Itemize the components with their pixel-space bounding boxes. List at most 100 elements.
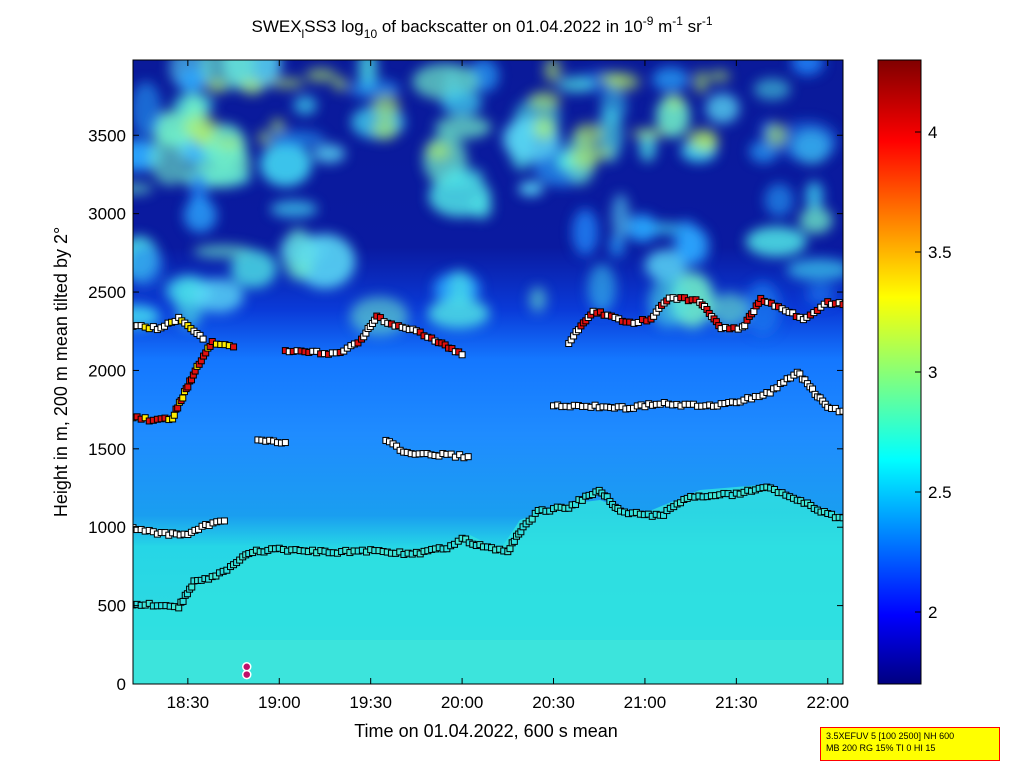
y-tick-label: 500 bbox=[98, 597, 126, 616]
y-axis-label: Height in m, 200 m mean tilted by 2° bbox=[51, 227, 71, 517]
backscatter-patch-high bbox=[597, 146, 612, 160]
backscatter-patch-high bbox=[193, 123, 212, 149]
backscatter-patch bbox=[749, 140, 779, 163]
backscatter-patch-high bbox=[708, 70, 731, 83]
x-axis: 18:30 19:00 19:30 20:00 20:30 21:00 21:30 22:00 bbox=[167, 60, 849, 712]
backscatter-patch bbox=[644, 249, 688, 282]
layer-marker bbox=[464, 453, 472, 461]
backscatter-patch bbox=[652, 67, 689, 92]
backscatter-patch bbox=[230, 249, 277, 288]
x-tick-label: 19:30 bbox=[349, 693, 392, 712]
layer-marker bbox=[179, 394, 187, 402]
y-tick-label: 3500 bbox=[88, 126, 126, 145]
layer-detections bbox=[133, 294, 843, 680]
layer-marker bbox=[789, 309, 797, 317]
layer-marker bbox=[393, 442, 401, 450]
backscatter-heatmap bbox=[133, 60, 843, 684]
backscatter-patch bbox=[799, 207, 833, 234]
x-tick-label: 20:00 bbox=[441, 693, 484, 712]
ground-marker bbox=[241, 669, 252, 680]
colorbar bbox=[877, 59, 922, 685]
backscatter-patch bbox=[186, 144, 207, 163]
layer-marker bbox=[376, 314, 384, 322]
backscatter-patch bbox=[448, 167, 484, 186]
backscatter-patch bbox=[348, 79, 401, 100]
backscatter-patch-high bbox=[765, 122, 788, 147]
backscatter-patch bbox=[753, 78, 791, 101]
x-tick-label: 21:30 bbox=[715, 693, 758, 712]
layer-marker bbox=[839, 301, 843, 309]
layer-marker bbox=[223, 566, 231, 574]
backscatter-patch-high bbox=[573, 122, 604, 145]
chart-title: SWEXlSS3 log10 of backscatter on 01.04.2… bbox=[251, 14, 712, 41]
backscatter-patch-high bbox=[533, 115, 556, 141]
layer-marker bbox=[462, 535, 470, 543]
y-tick-label: 2000 bbox=[88, 361, 126, 380]
colorbar-tick-label: 3 bbox=[928, 363, 937, 382]
backscatter-patch-high bbox=[607, 72, 641, 92]
layer-marker bbox=[528, 515, 536, 523]
colorbar-tick-label: 3.5 bbox=[928, 243, 952, 262]
backscatter-patch-high bbox=[270, 118, 286, 134]
backscatter-patch bbox=[572, 208, 599, 256]
layer-marker bbox=[188, 583, 196, 591]
backscatter-patch bbox=[529, 286, 547, 313]
backscatter-patch-high bbox=[543, 60, 562, 83]
backscatter-patch bbox=[178, 67, 205, 93]
layer-marker bbox=[184, 383, 192, 391]
backscatter-patch bbox=[557, 76, 595, 93]
backscatter-patch-high bbox=[630, 128, 666, 139]
layer-marker bbox=[354, 339, 362, 347]
backscatter-patch bbox=[791, 60, 824, 76]
y-tick-label: 2500 bbox=[88, 283, 126, 302]
backscatter-patch bbox=[705, 93, 740, 124]
backscatter-patch bbox=[267, 129, 326, 148]
backscatter-patch bbox=[786, 258, 843, 281]
plot-frame bbox=[132, 59, 844, 685]
backscatter-patch bbox=[745, 226, 807, 257]
backscatter-patch bbox=[776, 120, 838, 162]
backscatter-patch bbox=[434, 115, 492, 139]
layer-marker bbox=[179, 597, 187, 605]
backscatter-patch bbox=[193, 244, 254, 259]
backscatter-patch bbox=[611, 193, 630, 241]
layer-marker bbox=[230, 343, 238, 351]
layer-marker bbox=[199, 335, 207, 343]
backscatter-patch bbox=[270, 200, 318, 218]
backscatter-patch-high bbox=[686, 128, 718, 150]
x-tick-label: 20:30 bbox=[532, 693, 575, 712]
x-tick-label: 18:30 bbox=[167, 693, 210, 712]
layer-marker bbox=[750, 308, 758, 316]
backscatter-patch bbox=[259, 142, 312, 187]
backscatter-patch bbox=[518, 181, 544, 196]
y-tick-label: 1000 bbox=[88, 518, 126, 537]
info-line-1: 3.5XEFUV 5 [100 2500] NH 600 bbox=[826, 731, 955, 741]
backscatter-patch bbox=[805, 181, 824, 211]
colorbar-ticks: 2 2.5 3 3.5 4 bbox=[915, 123, 952, 622]
backscatter-patch bbox=[428, 175, 491, 218]
backscatter-patch bbox=[440, 89, 483, 116]
y-axis: 0 500 1000 1500 2000 2500 3000 3500 bbox=[88, 126, 843, 694]
backscatter-patch bbox=[312, 144, 346, 164]
colorbar-tick-label: 2.5 bbox=[928, 483, 952, 502]
info-box: 3.5XEFUV 5 [100 2500] NH 600 MB 200 RG 1… bbox=[820, 727, 1000, 761]
backscatter-patch-high bbox=[693, 70, 709, 94]
layer-marker bbox=[170, 411, 178, 419]
backscatter-patch bbox=[627, 214, 658, 243]
backscatter-patch bbox=[427, 298, 490, 329]
backscatter-patch bbox=[600, 88, 627, 124]
backscatter-patch bbox=[744, 281, 781, 336]
y-tick-label: 3000 bbox=[88, 205, 126, 224]
layer-marker bbox=[416, 328, 424, 336]
backscatter-patch-high bbox=[269, 77, 305, 89]
backscatter-patch bbox=[278, 235, 328, 265]
backscatter-patch-high bbox=[257, 130, 271, 146]
layer-marker bbox=[220, 517, 228, 525]
backscatter-patch bbox=[449, 270, 471, 305]
layer-marker bbox=[171, 317, 179, 325]
layer-marker bbox=[839, 514, 843, 522]
backscatter-patch bbox=[133, 244, 165, 288]
layer-marker bbox=[281, 439, 289, 447]
backscatter-patch-high bbox=[305, 67, 337, 83]
ground-marker bbox=[241, 662, 252, 672]
